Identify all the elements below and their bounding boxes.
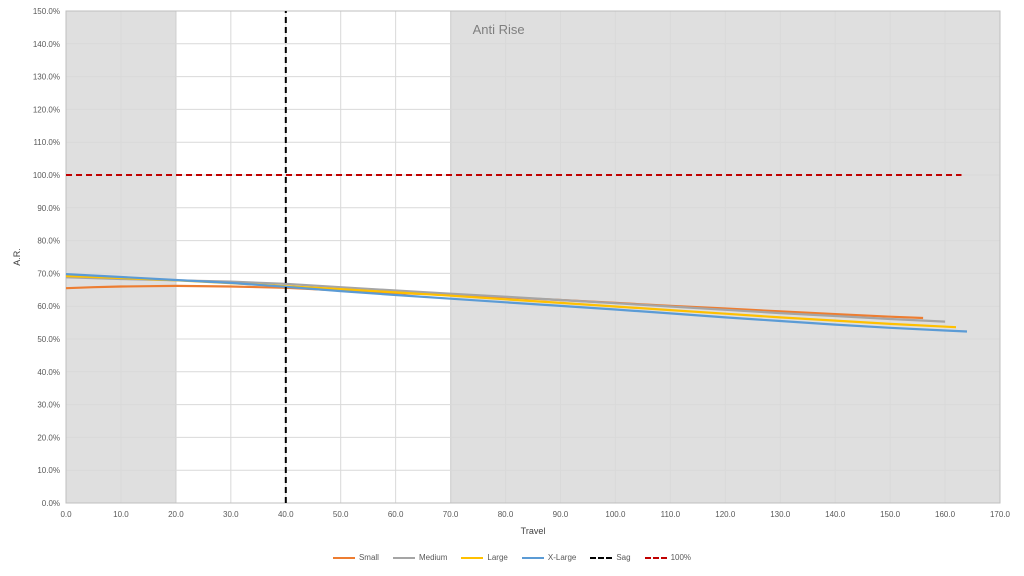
legend-label: Large [487,553,508,563]
y-tick-label: 50.0% [37,335,60,344]
x-tick-label: 140.0 [825,510,846,519]
series-lines [65,11,968,503]
y-tick-label: 70.0% [37,269,60,278]
y-tick-label: 130.0% [33,73,60,82]
y-tick-label: 60.0% [37,302,60,311]
legend-swatch [461,557,484,560]
plot-frame [65,10,1001,504]
gridlines [65,10,1001,504]
legend-swatch [521,557,544,560]
legend-item: Large [461,553,508,563]
x-tick-label: 50.0 [333,510,349,519]
y-tick-label: 30.0% [37,401,60,410]
x-tick-label: 120.0 [715,510,736,519]
y-tick-label: 90.0% [37,204,60,213]
x-tick-label: 160.0 [935,510,956,519]
series-line-x-large [65,273,968,333]
y-tick-label: 0.0% [42,499,60,508]
x-tick-label: 100.0 [605,510,626,519]
chart-area: 0.0 10.0 20.0 30.0 40.0 50.0 60.0 70.0 80.0 90.0 1… [12,7,1011,536]
legend-label: X-Large [547,553,577,563]
y-tick-label: 100.0% [33,171,60,180]
x-tick-label: 20.0 [168,510,184,519]
legend: Small Medium Large X-Large Sag 100% [0,553,1024,562]
x-tick-label: 70.0 [443,510,459,519]
y-tick-label: 10.0% [37,466,60,475]
legend-label: Small [358,553,379,563]
x-tick-label: 0.0 [60,510,72,519]
legend-swatch [392,557,415,560]
anti-rise-annotation: Anti Rise [473,22,525,37]
y-tick-label: 20.0% [37,433,60,442]
y-tick-label: 140.0% [33,40,60,49]
legend-item: Medium [392,553,448,563]
x-tick-label: 60.0 [388,510,404,519]
legend-item: Sag [590,553,631,563]
legend-label: Medium [418,553,448,563]
legend-swatch [332,557,355,560]
x-tick-label: 170.0 [990,510,1011,519]
x-tick-label: 130.0 [770,510,791,519]
y-tick-label: 150.0% [33,7,60,16]
x-tick-labels: 0.0 10.0 20.0 30.0 40.0 50.0 60.0 70.0 80.0 90.0 1… [60,510,1010,519]
x-tick-label: 80.0 [498,510,514,519]
x-tick-label: 110.0 [661,510,681,519]
legend-label: 100% [670,553,692,563]
y-tick-label: 120.0% [33,105,60,114]
y-axis-title: A.R. [12,248,22,266]
legend-item: 100% [644,553,692,563]
legend-label: Sag [616,553,631,563]
legend-swatch [644,557,667,560]
legend-swatch [590,557,613,560]
y-tick-label: 40.0% [37,368,60,377]
legend-item: Small [332,553,379,563]
y-tick-label: 80.0% [37,237,60,246]
y-tick-label: 110.0% [33,138,60,147]
x-tick-label: 10.0 [113,510,129,519]
x-axis-title: Travel [521,526,546,536]
x-tick-label: 30.0 [223,510,239,519]
x-tick-label: 150.0 [880,510,901,519]
y-tick-labels: 0.0% 10.0% 20.0% 30.0% 40.0% 50.0% 60.0% 70.0% 8… [33,7,60,508]
shaded-regions [65,10,1001,504]
x-tick-label: 90.0 [553,510,569,519]
x-tick-label: 40.0 [278,510,294,519]
legend-item: X-Large [521,553,577,563]
